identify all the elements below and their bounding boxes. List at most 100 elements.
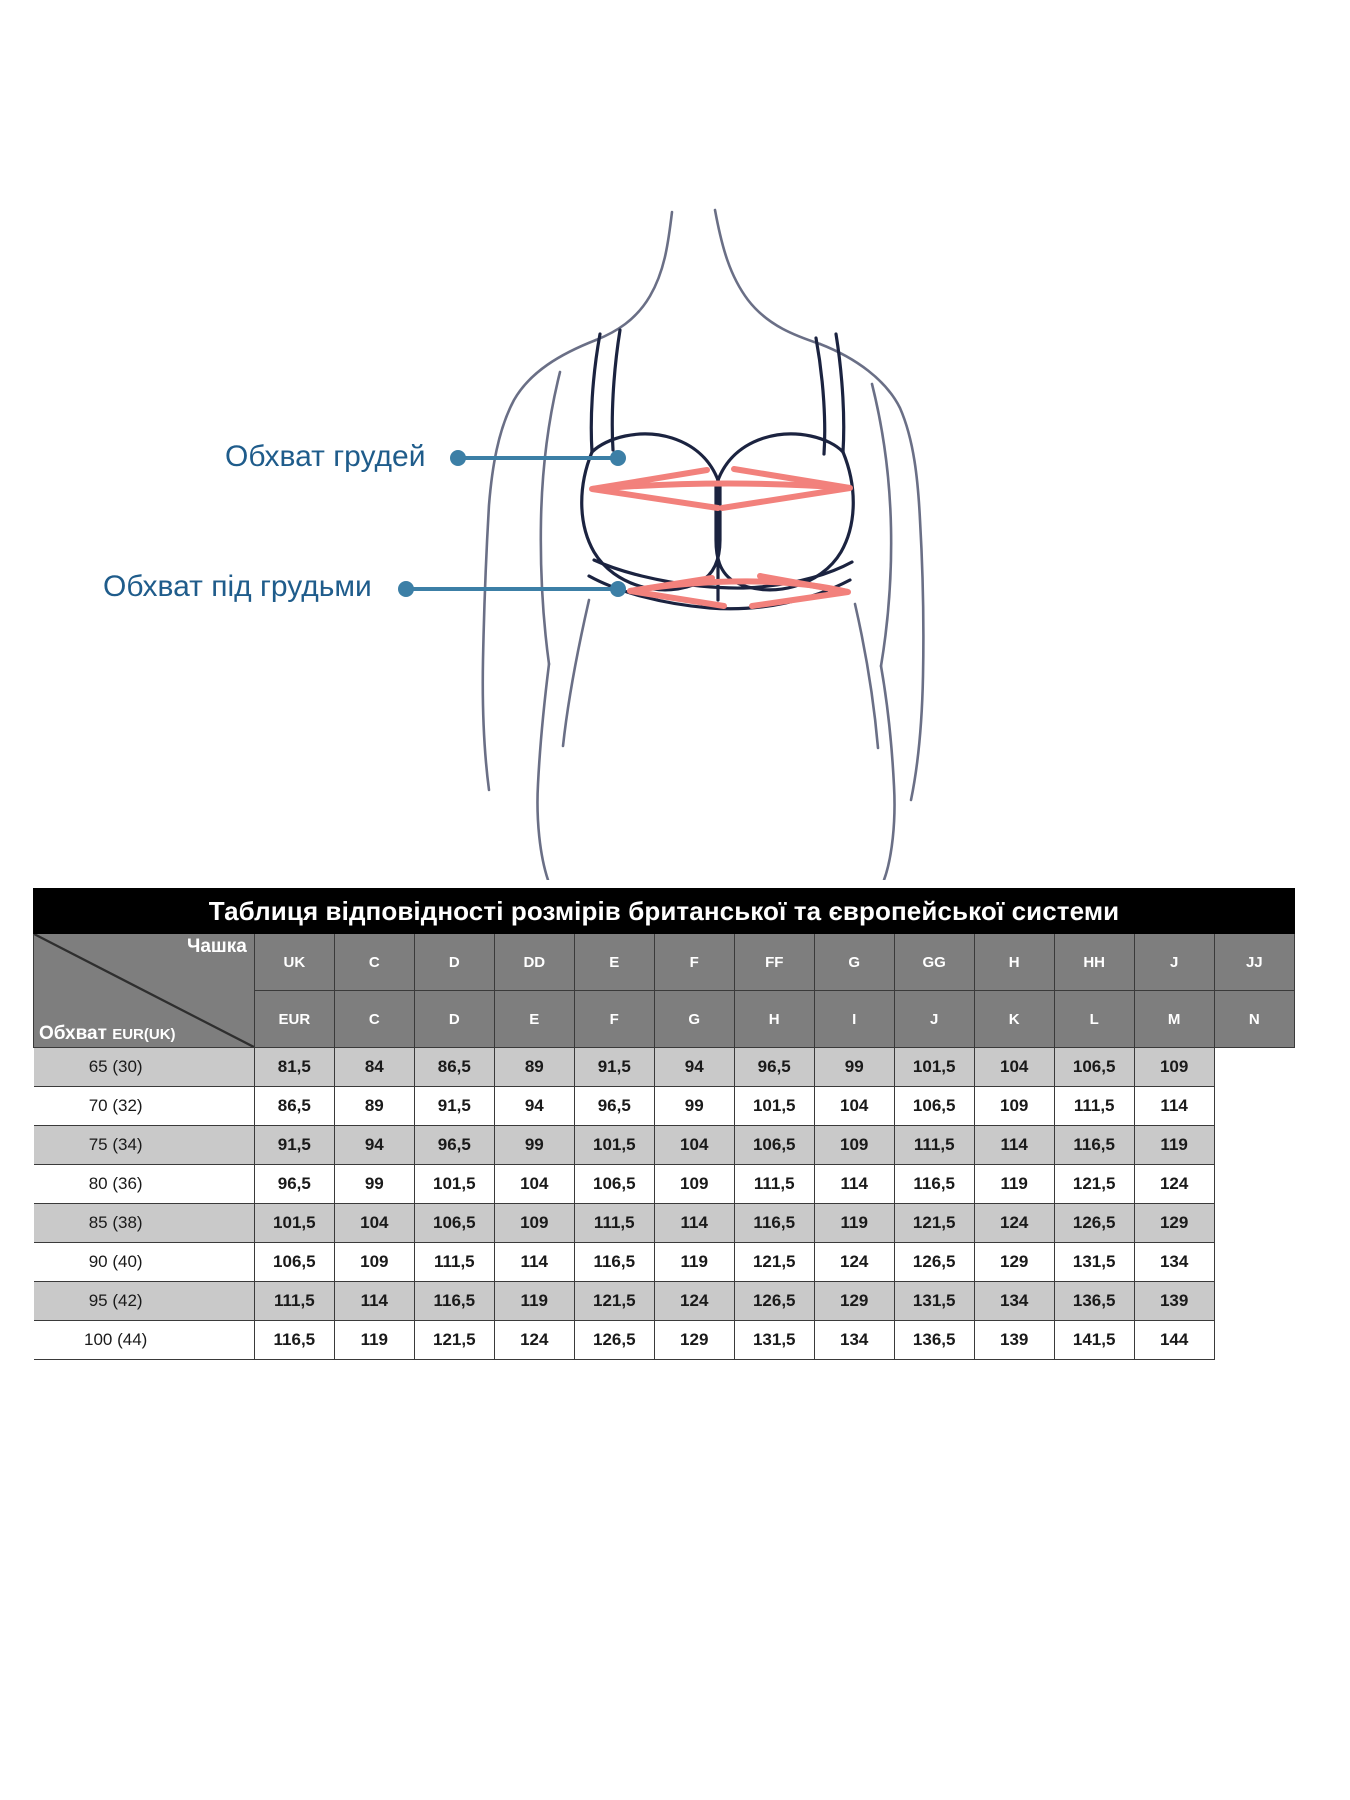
row-label: 95 (42)	[33, 1281, 255, 1321]
table-cell: 131,5	[733, 1320, 815, 1360]
table-cell: 101,5	[253, 1203, 335, 1243]
table-cell: 106,5	[573, 1164, 655, 1204]
table-cell: 124	[653, 1281, 735, 1321]
table-cell: 109	[813, 1125, 895, 1165]
table-cell: 124	[973, 1203, 1055, 1243]
table-cell: 119	[653, 1242, 735, 1282]
table-cell: 136,5	[1053, 1281, 1135, 1321]
header-eur-cup: N	[1213, 990, 1296, 1048]
table-cell: 101,5	[413, 1164, 495, 1204]
table-cell: 114	[333, 1281, 415, 1321]
table-cell: 104	[813, 1086, 895, 1126]
table-cell: 96,5	[413, 1125, 495, 1165]
table-cell: 124	[1133, 1164, 1215, 1204]
corner-girth-text: Обхват	[39, 1023, 113, 1044]
torso-diagram-svg	[398, 208, 925, 880]
header-system-uk: UK	[253, 933, 335, 991]
table-cell: 121,5	[1053, 1164, 1135, 1204]
table-cell: 104	[653, 1125, 735, 1165]
table-cell: 109	[653, 1164, 735, 1204]
table-cell: 89	[333, 1086, 415, 1126]
header-uk-cup: F	[653, 933, 735, 991]
row-label: 100 (44)	[33, 1320, 255, 1360]
diagonal-divider-icon	[34, 934, 254, 1047]
table-cell: 81,5	[253, 1047, 335, 1087]
table-cell: 131,5	[1053, 1242, 1135, 1282]
header-row-uk: Чашка Обхват EUR(UK) UK C D DD E F FF G …	[33, 933, 1296, 1048]
header-eur-cup: M	[1133, 990, 1215, 1048]
table-cell: 94	[493, 1086, 575, 1126]
table-cell: 134	[973, 1281, 1055, 1321]
table-cell: 111,5	[893, 1125, 975, 1165]
measurement-illustration: Обхват грудей Обхват під грудьми	[0, 0, 1350, 880]
table-cell: 99	[333, 1164, 415, 1204]
row-label: 80 (36)	[33, 1164, 255, 1204]
table-cell: 114	[493, 1242, 575, 1282]
header-eur-cup: H	[733, 990, 815, 1048]
header-uk-cup: HH	[1053, 933, 1135, 991]
table-cell: 94	[333, 1125, 415, 1165]
table-row: 80 (36) 96,5 99 101,5 104 106,5 109 111,…	[33, 1164, 1295, 1204]
table-cell: 106,5	[253, 1242, 335, 1282]
header-eur-cup: F	[573, 990, 655, 1048]
table-cell: 116,5	[253, 1320, 335, 1360]
table-cell: 119	[333, 1320, 415, 1360]
table-cell: 119	[1133, 1125, 1215, 1165]
row-label: 85 (38)	[33, 1203, 255, 1243]
header-eur-cup: K	[973, 990, 1055, 1048]
header-uk-cup: G	[813, 933, 895, 991]
bust-measure-label: Обхват грудей	[225, 440, 426, 473]
table-cell: 91,5	[253, 1125, 335, 1165]
table-cell: 84	[333, 1047, 415, 1087]
table-cell: 86,5	[413, 1047, 495, 1087]
table-cell: 121,5	[733, 1242, 815, 1282]
table-cell: 134	[813, 1320, 895, 1360]
table-cell: 136,5	[893, 1320, 975, 1360]
underbust-measure-label: Обхват під грудьми	[103, 570, 372, 603]
table-cell: 106,5	[893, 1086, 975, 1126]
header-uk-cup: FF	[733, 933, 815, 991]
table-row: 100 (44) 116,5 119 121,5 124 126,5 129 1…	[33, 1320, 1295, 1360]
bust-leader-line	[450, 450, 626, 466]
row-label: 75 (34)	[33, 1125, 255, 1165]
bust-measure-arrow	[589, 466, 853, 511]
bra-outline	[580, 328, 855, 611]
header-eur-cup: E	[493, 990, 575, 1048]
table-cell: 94	[653, 1047, 735, 1087]
table-cell: 106,5	[1053, 1047, 1135, 1087]
row-label: 65 (30)	[33, 1047, 255, 1087]
table-cell: 139	[1133, 1281, 1215, 1321]
table-cell: 111,5	[413, 1242, 495, 1282]
table-cell: 116,5	[573, 1242, 655, 1282]
table-cell: 106,5	[733, 1125, 815, 1165]
header-uk-cup: J	[1133, 933, 1215, 991]
table-cell: 109	[493, 1203, 575, 1243]
underbust-measure-arrow	[627, 573, 851, 609]
table-cell: 141,5	[1053, 1320, 1135, 1360]
table-cell: 99	[813, 1047, 895, 1087]
table-cell: 124	[493, 1320, 575, 1360]
table-row: 90 (40) 106,5 109 111,5 114 116,5 119 12…	[33, 1242, 1295, 1282]
size-conversion-table: Таблиця відповідності розмірів британськ…	[33, 888, 1296, 1360]
table-cell: 129	[973, 1242, 1055, 1282]
size-chart-container: Таблиця відповідності розмірів британськ…	[33, 888, 1296, 1360]
header-uk-cup: DD	[493, 933, 575, 991]
table-cell: 114	[813, 1164, 895, 1204]
table-title-row: Таблиця відповідності розмірів британськ…	[33, 888, 1295, 934]
table-cell: 109	[973, 1086, 1055, 1126]
table-cell: 126,5	[1053, 1203, 1135, 1243]
table-row: 70 (32) 86,5 89 91,5 94 96,5 99 101,5 10…	[33, 1086, 1295, 1126]
table-cell: 121,5	[893, 1203, 975, 1243]
table-cell: 89	[493, 1047, 575, 1087]
table-cell: 96,5	[733, 1047, 815, 1087]
corner-girth-label: Обхват EUR(UK)	[39, 1023, 176, 1045]
table-cell: 144	[1133, 1320, 1215, 1360]
header-row-eur: EUR C D E F G H I J K L M N	[34, 990, 1296, 1048]
table-cell: 104	[973, 1047, 1055, 1087]
table-cell: 101,5	[573, 1125, 655, 1165]
header-uk-cup: D	[413, 933, 495, 991]
header-uk-cup: H	[973, 933, 1055, 991]
table-cell: 114	[973, 1125, 1055, 1165]
header-eur-cup: I	[813, 990, 895, 1048]
corner-cup-label: Чашка	[186, 936, 247, 957]
